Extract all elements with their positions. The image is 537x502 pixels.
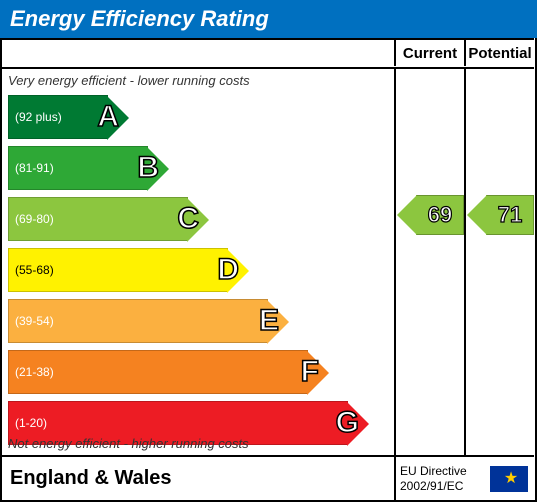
header-current: Current (394, 38, 464, 66)
band-bar: (92 plus)A (8, 95, 108, 139)
eu-flag-icon: ★ (490, 466, 528, 492)
potential-column: 71 (464, 67, 534, 456)
band-letter: E (259, 304, 279, 338)
band-letter: F (301, 355, 319, 389)
band-bar: (55-68)D (8, 248, 228, 292)
band-range: (92 plus) (15, 110, 62, 124)
band-range: (55-68) (15, 263, 54, 277)
band-letter: C (177, 202, 199, 236)
band-range: (81-91) (15, 161, 54, 175)
band-bar: (39-54)E (8, 299, 268, 343)
header-potential: Potential (464, 38, 534, 66)
directive-line1: EU Directive (400, 464, 467, 478)
band-a: (92 plus) A (8, 94, 388, 140)
band-letter: A (97, 100, 119, 134)
inefficient-note: Not energy efficient - higher running co… (8, 436, 249, 451)
band-letter: G (336, 406, 359, 440)
band-bar: (69-80)C (8, 197, 188, 241)
band-range: (21-38) (15, 365, 54, 379)
band-range: (1-20) (15, 416, 47, 430)
band-range: (69-80) (15, 212, 54, 226)
directive-line2: 2002/91/EC (400, 479, 467, 493)
band-letter: B (137, 151, 159, 185)
band-letter: D (217, 253, 239, 287)
band-list: (92 plus) A (81-91) B (69-80) C (55-68) D (39-54… (8, 94, 388, 446)
header-blank (2, 38, 394, 66)
efficient-note: Very energy efficient - lower running co… (8, 73, 388, 88)
footer-directive: EU Directive 2002/91/EC ★ (394, 455, 534, 500)
band-f: (21-38) F (8, 349, 388, 395)
pointer-current: 69 (416, 195, 464, 235)
pointer-potential: 71 (486, 195, 534, 235)
band-e: (39-54) E (8, 298, 388, 344)
band-bar: (81-91)B (8, 146, 148, 190)
directive-text: EU Directive 2002/91/EC (400, 464, 467, 493)
footer-region: England & Wales (2, 455, 394, 499)
current-column: 69 (394, 67, 464, 456)
band-bar: (21-38)F (8, 350, 308, 394)
chart-grid: Current Potential Very energy efficient … (0, 38, 537, 502)
band-c: (69-80) C (8, 196, 388, 242)
band-range: (39-54) (15, 314, 54, 328)
title-bar: Energy Efficiency Rating (0, 0, 537, 38)
epc-chart: Energy Efficiency Rating Current Potenti… (0, 0, 537, 500)
band-d: (55-68) D (8, 247, 388, 293)
band-b: (81-91) B (8, 145, 388, 191)
bands-area: Very energy efficient - lower running co… (2, 67, 394, 456)
